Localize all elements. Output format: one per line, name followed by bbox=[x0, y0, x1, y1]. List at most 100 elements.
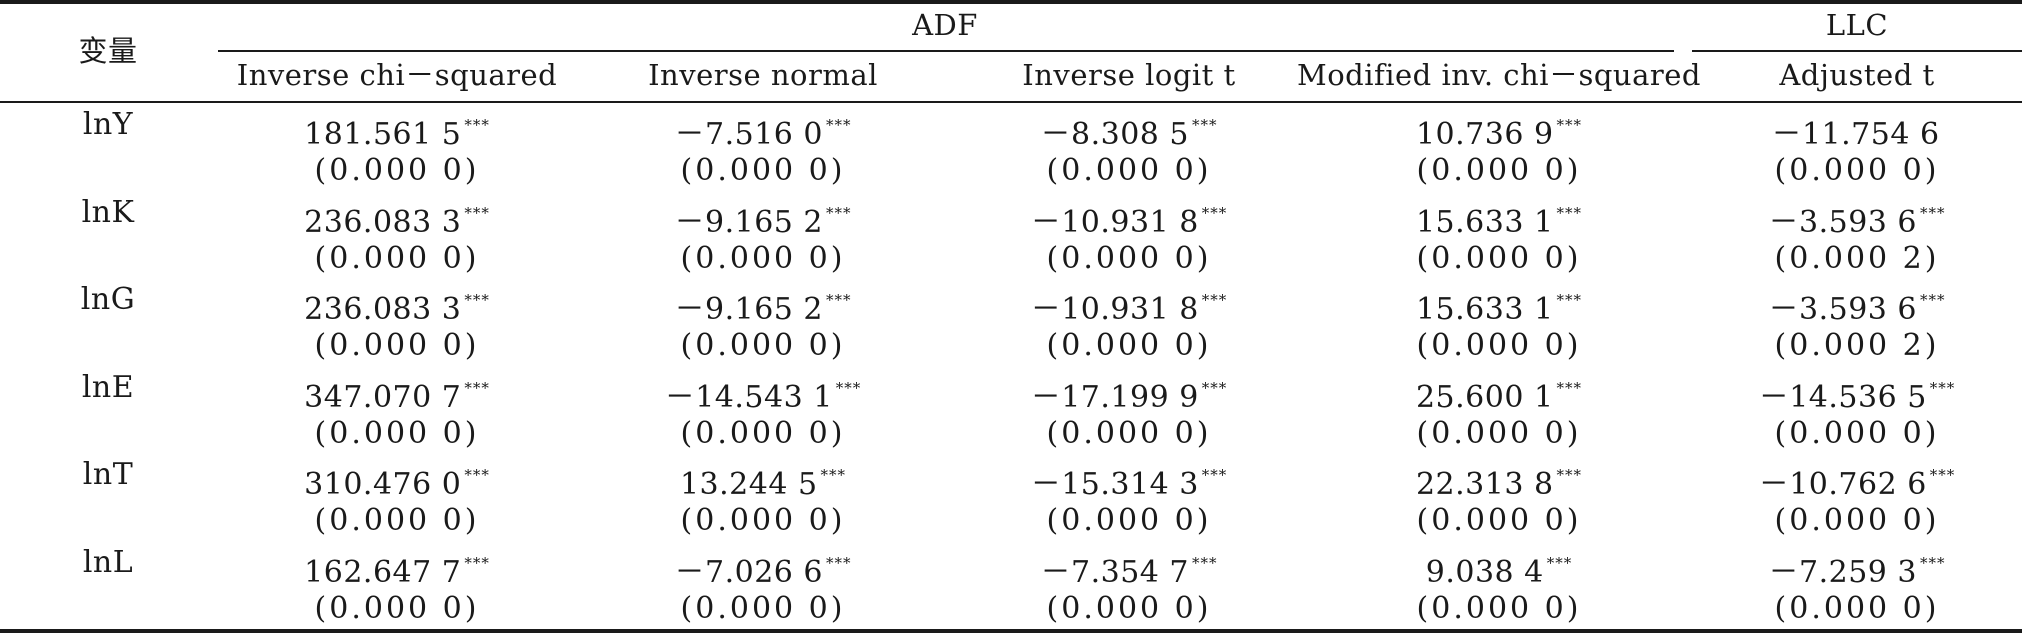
significance-stars: *** bbox=[1201, 291, 1228, 309]
p-value-cell: (0.000 0) bbox=[1416, 590, 1582, 626]
coefficient-cell: －15.314 3 *** bbox=[1031, 457, 1228, 503]
p-value-cell: (0.000 0) bbox=[680, 240, 846, 276]
statistic-value: －9.165 2 bbox=[674, 292, 824, 327]
p-value-cell: (0.000 0) bbox=[1046, 328, 1212, 363]
significance-stars: *** bbox=[826, 116, 852, 134]
statistic-value: 22.313 8 bbox=[1415, 467, 1554, 502]
statistic-value: －9.165 2 bbox=[674, 204, 824, 240]
coefficient-cell: －17.199 9 *** bbox=[1031, 370, 1228, 416]
p-value-cell: (0.000 0) bbox=[314, 503, 480, 538]
significance-stars: *** bbox=[826, 291, 852, 309]
p-value-cell: (0.000 0) bbox=[314, 153, 480, 188]
coefficient-cell: 310.476 0 *** bbox=[304, 457, 490, 503]
coefficient-cell: －11.754 6 bbox=[1771, 107, 1942, 153]
significance-stars: *** bbox=[464, 553, 490, 572]
statistic-value: 10.736 9 bbox=[1415, 117, 1554, 152]
statistic-value: －3.593 6 bbox=[1768, 292, 1918, 327]
significance-stars: *** bbox=[1556, 378, 1583, 397]
significance-stars: *** bbox=[1192, 553, 1218, 572]
significance-stars: *** bbox=[1201, 378, 1228, 397]
statistic-value: －7.516 0 bbox=[674, 117, 824, 152]
column-header: Adjusted t bbox=[1779, 58, 1935, 92]
significance-stars: *** bbox=[1201, 203, 1228, 222]
coefficient-cell: 162.647 7 *** bbox=[304, 545, 490, 591]
statistic-value: 25.600 1 bbox=[1415, 379, 1554, 415]
coefficient-cell: －9.165 2 *** bbox=[674, 195, 851, 241]
p-value-cell: (0.000 0) bbox=[680, 590, 846, 626]
row-variable-label: lnE bbox=[81, 369, 135, 405]
significance-stars: *** bbox=[464, 466, 490, 484]
statistic-value: 9.038 4 bbox=[1425, 554, 1544, 590]
significance-stars: *** bbox=[1920, 203, 1946, 222]
coefficient-cell: 236.083 3 *** bbox=[304, 282, 490, 328]
statistic-value: 15.633 1 bbox=[1415, 204, 1554, 240]
statistic-value: －10.931 8 bbox=[1030, 204, 1199, 240]
significance-stars: *** bbox=[1929, 466, 1956, 484]
adf-group-rule bbox=[218, 50, 1674, 52]
column-header: Inverse normal bbox=[648, 58, 878, 92]
statistic-value: －7.354 7 bbox=[1040, 554, 1190, 590]
adf-group-header: ADF bbox=[912, 8, 978, 42]
coefficient-cell: －14.536 5 *** bbox=[1759, 370, 1956, 416]
statistic-value: －10.931 8 bbox=[1030, 292, 1199, 327]
significance-stars: *** bbox=[1920, 553, 1946, 572]
header-rule bbox=[0, 101, 2022, 103]
p-value-cell: (0.000 0) bbox=[1046, 415, 1212, 451]
coefficient-cell: －10.762 6 *** bbox=[1759, 457, 1956, 503]
column-header: Inverse logit t bbox=[1022, 58, 1236, 92]
p-value-cell: (0.000 0) bbox=[1774, 503, 1940, 538]
coefficient-cell: 10.736 9 *** bbox=[1416, 107, 1582, 153]
p-value-cell: (0.000 0) bbox=[680, 153, 846, 188]
coefficient-cell: －14.543 1 *** bbox=[665, 370, 862, 416]
coefficient-cell: 9.038 4 *** bbox=[1426, 545, 1573, 591]
significance-stars: *** bbox=[1556, 203, 1583, 222]
coefficient-cell: －7.516 0 *** bbox=[674, 107, 851, 153]
statistic-value: －7.026 6 bbox=[674, 554, 824, 590]
significance-stars: *** bbox=[1929, 378, 1956, 397]
significance-stars: *** bbox=[826, 553, 852, 572]
p-value-cell: (0.000 0) bbox=[314, 415, 480, 451]
p-value-cell: (0.000 0) bbox=[1774, 590, 1940, 626]
p-value-cell: (0.000 0) bbox=[1416, 328, 1582, 363]
row-variable-label: lnY bbox=[82, 107, 134, 142]
p-value-cell: (0.000 0) bbox=[680, 503, 846, 538]
statistic-value: －7.259 3 bbox=[1768, 554, 1918, 590]
coefficient-cell: 15.633 1 *** bbox=[1416, 282, 1582, 328]
coefficient-cell: 13.244 5 *** bbox=[680, 457, 846, 503]
bottom-rule bbox=[0, 629, 2022, 633]
coefficient-cell: 15.633 1 *** bbox=[1416, 195, 1582, 241]
statistic-value: 13.244 5 bbox=[679, 467, 818, 502]
statistic-value: 181.561 5 bbox=[304, 117, 462, 152]
row-variable-label: lnG bbox=[80, 282, 136, 317]
p-value-cell: (0.000 0) bbox=[680, 415, 846, 451]
p-value-cell: (0.000 0) bbox=[1416, 415, 1582, 451]
p-value-cell: (0.000 0) bbox=[680, 328, 846, 363]
coefficient-cell: 181.561 5 *** bbox=[304, 107, 490, 153]
top-rule bbox=[0, 0, 2022, 4]
significance-stars: *** bbox=[464, 203, 490, 222]
p-value-cell: (0.000 2) bbox=[1774, 240, 1940, 276]
p-value-cell: (0.000 0) bbox=[1774, 153, 1940, 188]
p-value-cell: (0.000 0) bbox=[1416, 153, 1582, 188]
p-value-cell: (0.000 0) bbox=[1774, 415, 1940, 451]
coefficient-cell: 22.313 8 *** bbox=[1416, 457, 1582, 503]
significance-stars: *** bbox=[1556, 291, 1583, 309]
significance-stars: *** bbox=[1201, 466, 1228, 484]
significance-stars: *** bbox=[1546, 553, 1573, 572]
coefficient-cell: －10.931 8 *** bbox=[1031, 282, 1228, 328]
p-value-cell: (0.000 0) bbox=[1046, 503, 1212, 538]
row-variable-label: lnL bbox=[82, 544, 134, 580]
statistic-value: 236.083 3 bbox=[304, 292, 462, 327]
statistic-value: －10.762 6 bbox=[1758, 467, 1927, 502]
coefficient-cell: －7.259 3 *** bbox=[1768, 545, 1945, 591]
coefficient-cell: －3.593 6 *** bbox=[1768, 195, 1945, 241]
significance-stars: *** bbox=[464, 291, 490, 309]
significance-stars: *** bbox=[464, 116, 490, 134]
row-variable-label: lnT bbox=[82, 457, 134, 492]
p-value-cell: (0.000 0) bbox=[314, 240, 480, 276]
significance-stars: *** bbox=[1556, 466, 1583, 484]
statistic-value: 15.633 1 bbox=[1415, 292, 1554, 327]
variable-column-header: 变量 bbox=[78, 34, 138, 68]
significance-stars: *** bbox=[1556, 116, 1583, 134]
significance-stars: *** bbox=[826, 203, 852, 222]
